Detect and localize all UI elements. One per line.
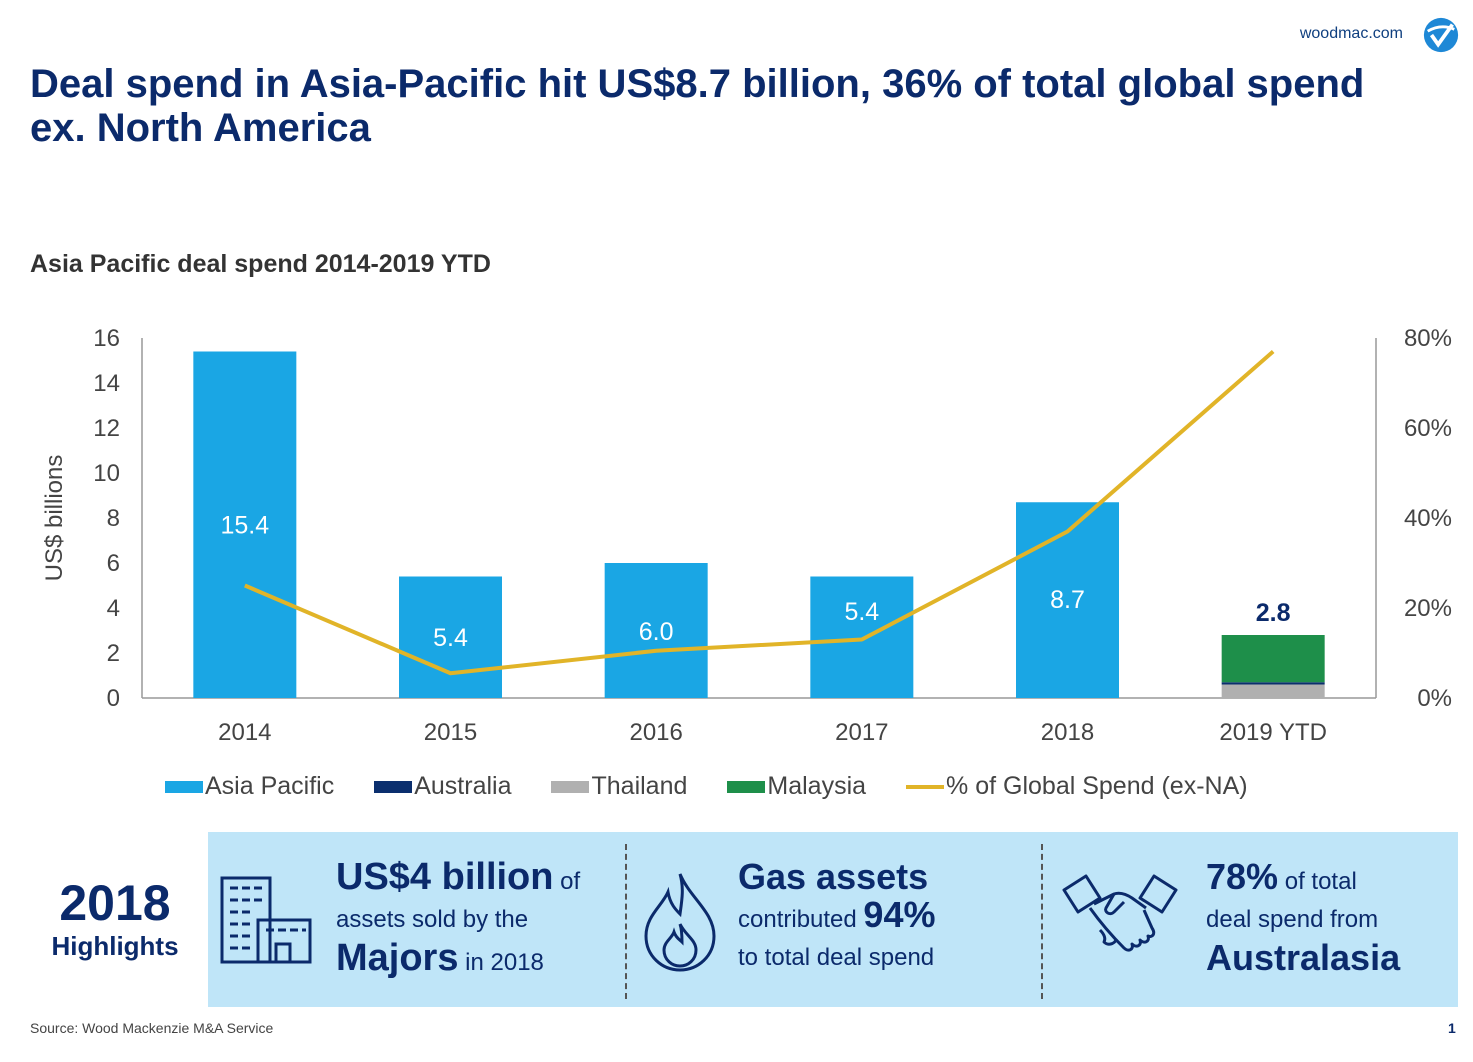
woodmac-logo-icon <box>1423 17 1459 53</box>
highlight-1-line2: assets sold by the <box>336 906 529 933</box>
data-label: 2.8 <box>1256 599 1291 627</box>
x-tick-label: 2015 <box>424 719 477 746</box>
highlight-2-line3: to total deal spend <box>738 944 935 971</box>
legend-swatch <box>374 780 413 793</box>
x-tick-label: 2014 <box>218 719 271 746</box>
highlight-3-line2: deal spend from <box>1206 906 1379 933</box>
legend-swatch <box>165 780 203 793</box>
y2-tick-label: 40% <box>1404 505 1452 532</box>
bar-asia-pacific <box>604 563 708 698</box>
highlight-1-of: of <box>560 868 581 895</box>
highlight-2-pct: 94% <box>863 894 936 935</box>
bar-thailand <box>1221 684 1325 698</box>
x-tick-label: 2018 <box>1041 719 1094 746</box>
chart-legend: Asia Pacific Australia Thailand Malaysia % o… <box>165 772 1288 801</box>
y-tick-label: 2 <box>107 640 120 667</box>
y-tick-label: 14 <box>93 370 120 397</box>
legend-swatch <box>727 780 766 793</box>
flame-icon <box>644 873 716 972</box>
line-global-spend <box>244 349 1275 676</box>
legend-label: Australia <box>414 772 512 800</box>
highlight-item-1: US$4 billion of assets sold by the Major… <box>336 858 580 982</box>
data-label: 15.4 <box>220 512 269 540</box>
bar-asia-pacific <box>193 351 297 698</box>
legend-swatch <box>906 784 945 789</box>
highlights-word: Highlights <box>51 931 179 961</box>
bar-malaysia <box>1221 635 1325 683</box>
y-tick-label: 8 <box>107 505 120 532</box>
highlight-1-value: US$4 billion <box>336 856 554 898</box>
y-axis-title: US$ billions <box>41 455 68 582</box>
page-title: Deal spend in Asia-Pacific hit US$8.7 bi… <box>30 62 1365 150</box>
highlight-1-majors: Majors <box>336 937 459 979</box>
legend-label: Thailand <box>591 772 688 800</box>
highlight-2-value: Gas assets <box>738 856 929 897</box>
highlight-1-tail: in 2018 <box>465 949 544 976</box>
buildings-icon <box>220 876 312 964</box>
highlight-3-value: Australasia <box>1206 937 1401 978</box>
legend-label: Malaysia <box>767 772 867 800</box>
y-tick-label: 10 <box>93 460 120 487</box>
y2-tick-label: 80% <box>1404 325 1452 352</box>
y-tick-label: 6 <box>107 550 120 577</box>
chart-title: Asia Pacific deal spend 2014-2019 YTD <box>30 250 491 278</box>
page-number: 1 <box>1448 1020 1456 1036</box>
legend-item: Thailand <box>551 772 687 801</box>
legend-item: % of Global Spend (ex-NA) <box>906 772 1248 801</box>
legend-label: % of Global Spend (ex-NA) <box>946 772 1248 800</box>
bar-australia <box>1221 682 1325 685</box>
highlight-2-line2: contributed <box>738 906 857 933</box>
legend-label: Asia Pacific <box>205 772 335 800</box>
legend-item: Malaysia <box>727 772 866 801</box>
bar-asia-pacific <box>1016 502 1119 698</box>
highlights-label: 2018 Highlights <box>30 875 200 962</box>
data-label: 6.0 <box>639 618 674 646</box>
x-tick-label: 2016 <box>629 719 682 746</box>
y-tick-label: 12 <box>93 415 120 442</box>
divider <box>625 844 627 999</box>
highlight-3-pct: 78% <box>1206 856 1279 897</box>
handshake-icon <box>1062 874 1178 952</box>
highlight-item-3: 78% of total deal spend from Australasia <box>1206 858 1400 977</box>
data-label: 8.7 <box>1050 586 1085 614</box>
y-tick-label: 4 <box>107 595 120 622</box>
deal-spend-chart: 0 2 4 6 8 10 12 14 16 0% 20% 40% 60% 80% US$ billions 2… <box>41 325 1452 746</box>
highlight-3-of: of total <box>1284 868 1357 895</box>
y-tick-label: 16 <box>93 325 120 352</box>
highlights-panel: US$4 billion of assets sold by the Major… <box>208 832 1458 1007</box>
data-label: 5.4 <box>844 598 879 626</box>
legend-item: Asia Pacific <box>165 772 334 801</box>
highlight-item-2: Gas assets contributed 94% to total deal… <box>738 858 935 977</box>
y2-tick-label: 60% <box>1404 415 1452 442</box>
brand-link[interactable]: woodmac.com <box>1299 25 1403 42</box>
legend-swatch <box>551 780 590 793</box>
data-label: 5.4 <box>433 624 468 652</box>
x-tick-label: 2017 <box>835 719 888 746</box>
y-tick-label: 0 <box>107 685 120 712</box>
y2-tick-label: 0% <box>1417 685 1452 712</box>
source-note: Source: Wood Mackenzie M&A Service <box>30 1020 274 1036</box>
legend-item: Australia <box>374 772 511 801</box>
y2-tick-label: 20% <box>1404 595 1452 622</box>
divider <box>1041 844 1043 999</box>
bar-asia-pacific <box>399 576 502 698</box>
x-tick-label: 2019 YTD <box>1219 719 1327 746</box>
highlights-year: 2018 <box>59 875 171 931</box>
